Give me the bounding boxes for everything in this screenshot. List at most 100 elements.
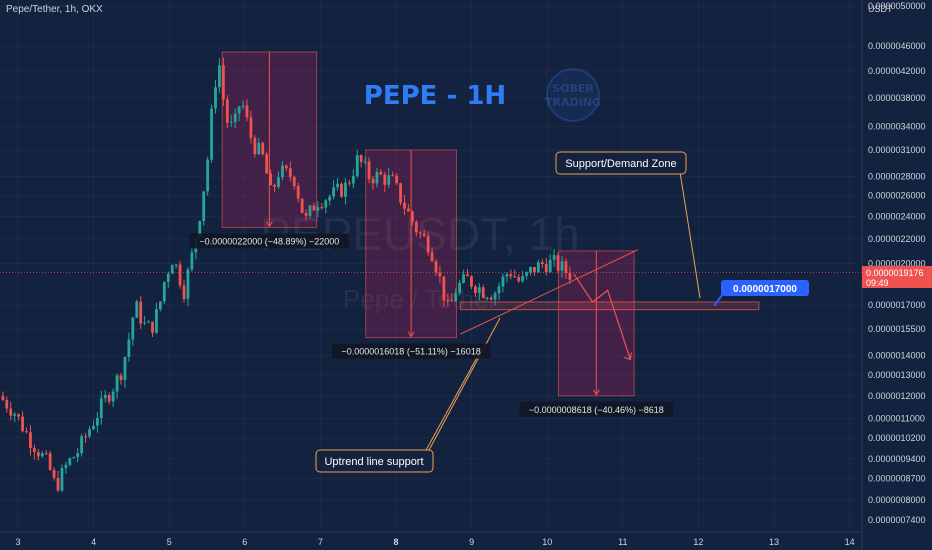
candle-body bbox=[80, 436, 84, 454]
candle-body bbox=[544, 263, 548, 273]
candle-body bbox=[111, 391, 115, 402]
candle-body bbox=[556, 255, 560, 271]
time-tick-label: 7 bbox=[318, 537, 323, 547]
candle-body bbox=[540, 262, 544, 264]
candle-body bbox=[214, 87, 217, 109]
candle-body bbox=[454, 293, 458, 302]
candle-body bbox=[308, 205, 312, 216]
support-zone-callout-box bbox=[555, 151, 687, 175]
candle-body bbox=[245, 105, 249, 118]
candle-body bbox=[470, 276, 473, 287]
symbol-header[interactable]: Pepe/Tether, 1h, OKX bbox=[6, 4, 103, 15]
candlestick-series bbox=[1, 57, 572, 493]
candle-body bbox=[450, 300, 454, 302]
candle-body bbox=[68, 458, 72, 465]
candle-body bbox=[560, 261, 564, 271]
candle-body bbox=[328, 196, 332, 201]
price-tick-label: 0.0000014000 bbox=[868, 351, 926, 361]
candle-body bbox=[501, 276, 505, 287]
trend-drawings bbox=[0, 171, 862, 453]
price-tick-label: 0.0000050000 bbox=[868, 1, 926, 11]
time-tick-label: 8 bbox=[393, 537, 398, 547]
candle-body bbox=[56, 477, 60, 491]
candle-body bbox=[88, 429, 91, 437]
candle-body bbox=[210, 108, 213, 160]
candle-body bbox=[363, 161, 367, 163]
candle-body bbox=[253, 138, 257, 154]
time-tick-label: 3 bbox=[15, 537, 20, 547]
price-tick-label: 0.0000007400 bbox=[868, 515, 926, 525]
candle-body bbox=[143, 322, 147, 324]
candle-body bbox=[273, 185, 276, 187]
candle-body bbox=[344, 182, 347, 197]
candle-body bbox=[155, 309, 158, 333]
measurement-boxes bbox=[221, 51, 635, 397]
price-tick-label: 0.0000031000 bbox=[868, 145, 926, 155]
candle-body bbox=[119, 375, 123, 380]
chart-title: PEPE - 1H bbox=[364, 81, 506, 111]
projected-path bbox=[573, 273, 631, 360]
time-axis[interactable]: 3 4 5 6 7 8 9 10 11 12 13 14 bbox=[0, 531, 862, 547]
current-price-countdown: 09:49 bbox=[866, 278, 889, 288]
candle-body bbox=[529, 266, 532, 273]
candle-body bbox=[336, 183, 339, 188]
candle-body bbox=[422, 233, 426, 237]
candle-body bbox=[277, 177, 280, 187]
candle-body bbox=[84, 436, 87, 438]
time-tick-label: 10 bbox=[542, 537, 552, 547]
candle-body bbox=[186, 269, 190, 299]
price-tick-label: 0.0000017000 bbox=[868, 300, 926, 310]
candle-body bbox=[40, 453, 44, 457]
candle-body bbox=[387, 175, 391, 185]
candle-body bbox=[225, 99, 229, 123]
price-tick-label: 0.0000008000 bbox=[868, 495, 926, 505]
candle-body bbox=[442, 276, 446, 301]
candle-body bbox=[493, 293, 497, 300]
candle-body bbox=[151, 321, 154, 333]
measure-arrowhead bbox=[407, 331, 415, 338]
time-tick-label: 5 bbox=[167, 537, 172, 547]
candle-body bbox=[29, 432, 32, 448]
candle-body bbox=[99, 398, 103, 419]
candle-body bbox=[206, 159, 210, 192]
annotation-labels: −0.0000022000 (−48.89%) −22000 −0.0000016… bbox=[190, 151, 809, 473]
candle-body bbox=[76, 453, 80, 458]
candle-body bbox=[497, 286, 501, 294]
candle-body bbox=[414, 221, 418, 233]
candle-body bbox=[103, 394, 107, 399]
candle-body bbox=[9, 408, 13, 416]
candle-body bbox=[182, 285, 186, 299]
candle-body bbox=[533, 266, 536, 273]
candle-body bbox=[489, 297, 493, 300]
candle-body bbox=[568, 272, 572, 280]
price-tick-label: 0.0000024000 bbox=[868, 211, 926, 221]
candle-body bbox=[355, 155, 359, 177]
price-tick-label: 0.0000022000 bbox=[868, 234, 926, 244]
candle-body bbox=[123, 357, 127, 380]
uptrend-callout: Uptrend line support bbox=[324, 456, 423, 468]
price-tick-label: 0.0000038000 bbox=[868, 93, 926, 103]
price-tick-label: 0.0000020000 bbox=[868, 258, 926, 268]
current-price-tag-bg bbox=[862, 266, 932, 288]
candle-body bbox=[332, 187, 336, 197]
candle-body bbox=[170, 265, 174, 274]
uptrend-line bbox=[460, 249, 639, 335]
candle-body bbox=[25, 431, 28, 433]
candle-body bbox=[127, 339, 131, 358]
projected-arrowhead bbox=[624, 352, 632, 361]
measure-arrowhead bbox=[265, 221, 273, 228]
candle-body bbox=[174, 264, 178, 266]
candle-body bbox=[221, 65, 225, 100]
candle-body bbox=[383, 174, 387, 185]
time-tick-label: 14 bbox=[845, 537, 855, 547]
logo-text: SOBER bbox=[552, 82, 594, 95]
callout-leader bbox=[424, 351, 481, 453]
candle-body bbox=[147, 321, 150, 323]
time-tick-label: 11 bbox=[618, 537, 627, 547]
candle-body bbox=[241, 105, 245, 107]
candle-body bbox=[162, 282, 166, 302]
price-tick-label: 0.0000015500 bbox=[868, 324, 926, 334]
candle-body bbox=[434, 261, 438, 273]
